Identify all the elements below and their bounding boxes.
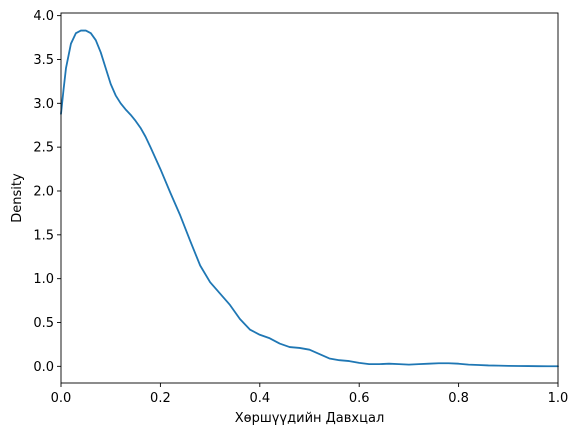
y-axis-ticks: 0.0 0.5 1.0 1.5 2.0 2.5 3.0 3.5 4.0 — [33, 9, 61, 375]
x-axis-label: Хөршүүдийн Давхцал — [235, 411, 385, 426]
y-tick-label: 2.5 — [33, 141, 54, 156]
x-tick-label: 0.4 — [249, 391, 270, 406]
plot-frame — [60, 12, 559, 384]
x-tick-label: 1.0 — [548, 391, 569, 406]
y-tick-label: 0.5 — [33, 316, 54, 331]
x-tick-label: 0.6 — [349, 391, 370, 406]
x-tick-label: 0.8 — [448, 391, 469, 406]
y-tick-label: 1.0 — [33, 272, 54, 287]
plot-background — [61, 13, 558, 383]
x-axis-ticks: 0.0 0.2 0.4 0.6 0.8 1.0 — [51, 383, 569, 406]
y-tick-label: 3.0 — [33, 97, 54, 112]
y-tick-label: 2.0 — [33, 184, 54, 199]
y-tick-label: 4.0 — [33, 9, 54, 24]
y-tick-label: 1.5 — [33, 228, 54, 243]
y-tick-label: 3.5 — [33, 53, 54, 68]
density-line — [60, 29, 559, 368]
x-tick-label: 0.0 — [51, 391, 72, 406]
y-axis-label: Density — [10, 173, 25, 223]
y-tick-label: 0.0 — [33, 360, 54, 375]
x-tick-label: 0.2 — [150, 391, 171, 406]
